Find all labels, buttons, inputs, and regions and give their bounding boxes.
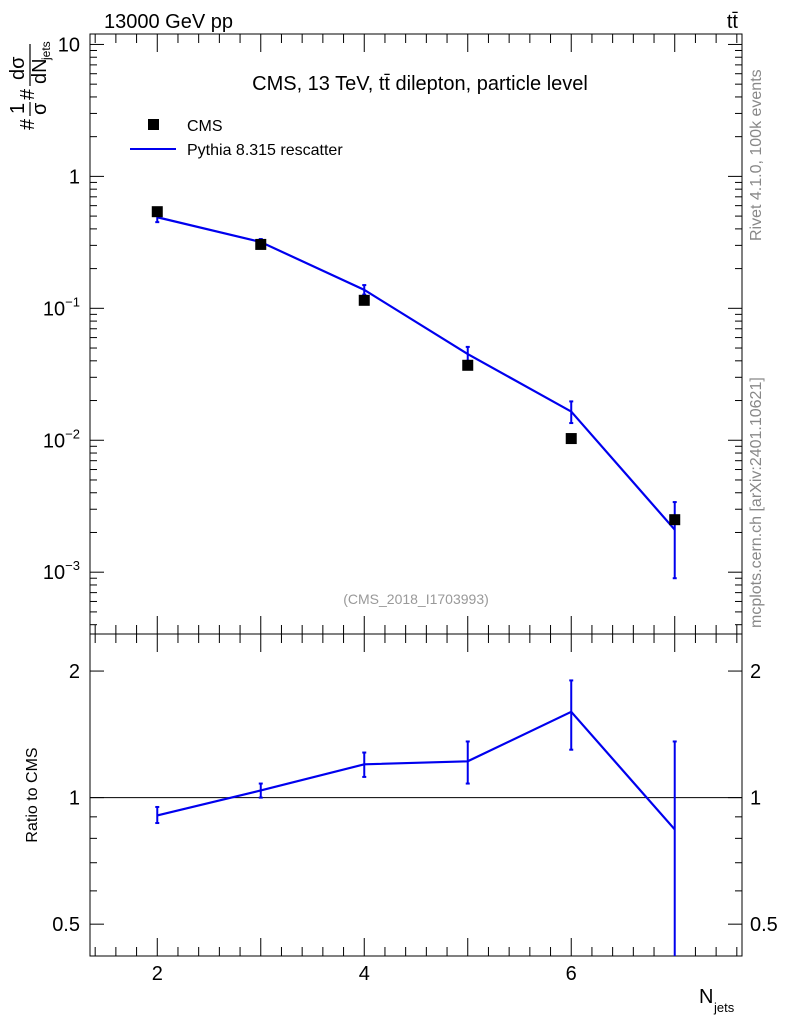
legend-marker-cms <box>148 119 159 130</box>
upper-axis-ticks: 10 1 10−1 10−2 10−3 <box>43 34 742 626</box>
upper-y-tick-exponent: −3 <box>65 558 80 573</box>
ratio-y-tick-label-left: 1 <box>69 788 80 810</box>
ratio-y-tick-label-left: 2 <box>69 661 80 683</box>
lower-plot-frame <box>89 633 743 957</box>
upper-data-series <box>151 206 681 526</box>
upper-y-tick-label: 1 <box>69 166 80 188</box>
ratio-y-tick-label-right: 0.5 <box>750 914 778 936</box>
x-tick-label: 4 <box>359 963 370 985</box>
upper-y-tick-label: 10−2 <box>43 426 80 452</box>
upper-mc-series <box>155 212 677 580</box>
ratio-y-axis-title: Ratio to CMS <box>24 747 41 842</box>
legend: CMS Pythia 8.315 rescatter <box>130 118 343 159</box>
cms-data-point <box>462 359 474 371</box>
upper-y-axis-title: # 1 σ # dσ dN jets <box>7 41 53 130</box>
x-axis-ticks: 2 4 6 <box>94 34 738 985</box>
cms-data-point <box>151 206 163 218</box>
upper-y-tick-exponent: −1 <box>65 294 80 309</box>
ratio-y-tick-label-left: 0.5 <box>52 914 80 936</box>
chart-title: CMS, 13 TeV, tt̄ dilepton, particle leve… <box>252 73 588 95</box>
ylabel-frac-den: σ <box>29 102 51 115</box>
legend-label-cms: CMS <box>187 118 223 135</box>
ratio-y-tick-label-right: 2 <box>750 661 761 683</box>
cms-data-point <box>255 238 267 250</box>
rivet-version-label: Rivet 4.1.0, 100k events <box>748 69 765 241</box>
ylabel-den-sub: jets <box>39 41 53 61</box>
upper-y-tick-label: 10−1 <box>43 294 80 320</box>
upper-y-tick-label: 10 <box>58 34 80 56</box>
cms-data-point <box>669 514 681 526</box>
process-label: tt̄ <box>727 11 739 33</box>
xlabel-sub: jets <box>713 1000 735 1015</box>
ylabel-hash-1: # <box>17 118 39 130</box>
ratio-mc-series <box>155 679 677 956</box>
upper-y-tick-label: 10−3 <box>43 558 80 584</box>
xlabel-main: N <box>699 986 713 1008</box>
ratio-y-tick-label-right: 1 <box>750 788 761 810</box>
ylabel-den: dN <box>29 58 51 84</box>
mcplots-label: mcplots.cern.ch [arXiv:2401.10621] <box>748 377 765 628</box>
x-axis-title: N jets <box>699 986 735 1015</box>
cms-data-point <box>358 294 370 306</box>
energy-label: 13000 GeV pp <box>104 11 233 33</box>
ylabel-num: dσ <box>7 56 29 80</box>
ratio-line <box>157 710 676 831</box>
ylabel-frac-num: 1 <box>7 103 29 114</box>
ylabel-hash-2: # <box>17 88 39 100</box>
x-tick-label: 2 <box>152 963 163 985</box>
upper-y-tick-exponent: −2 <box>65 426 80 441</box>
analysis-label: (CMS_2018_I1703993) <box>343 591 489 607</box>
legend-label-pythia: Pythia 8.315 rescatter <box>187 142 343 159</box>
cms-data-point <box>565 433 577 445</box>
pythia-line <box>157 216 676 531</box>
lower-axis-ticks: 0.5 0.5 1 1 2 2 <box>52 661 778 936</box>
x-tick-label: 6 <box>566 963 577 985</box>
